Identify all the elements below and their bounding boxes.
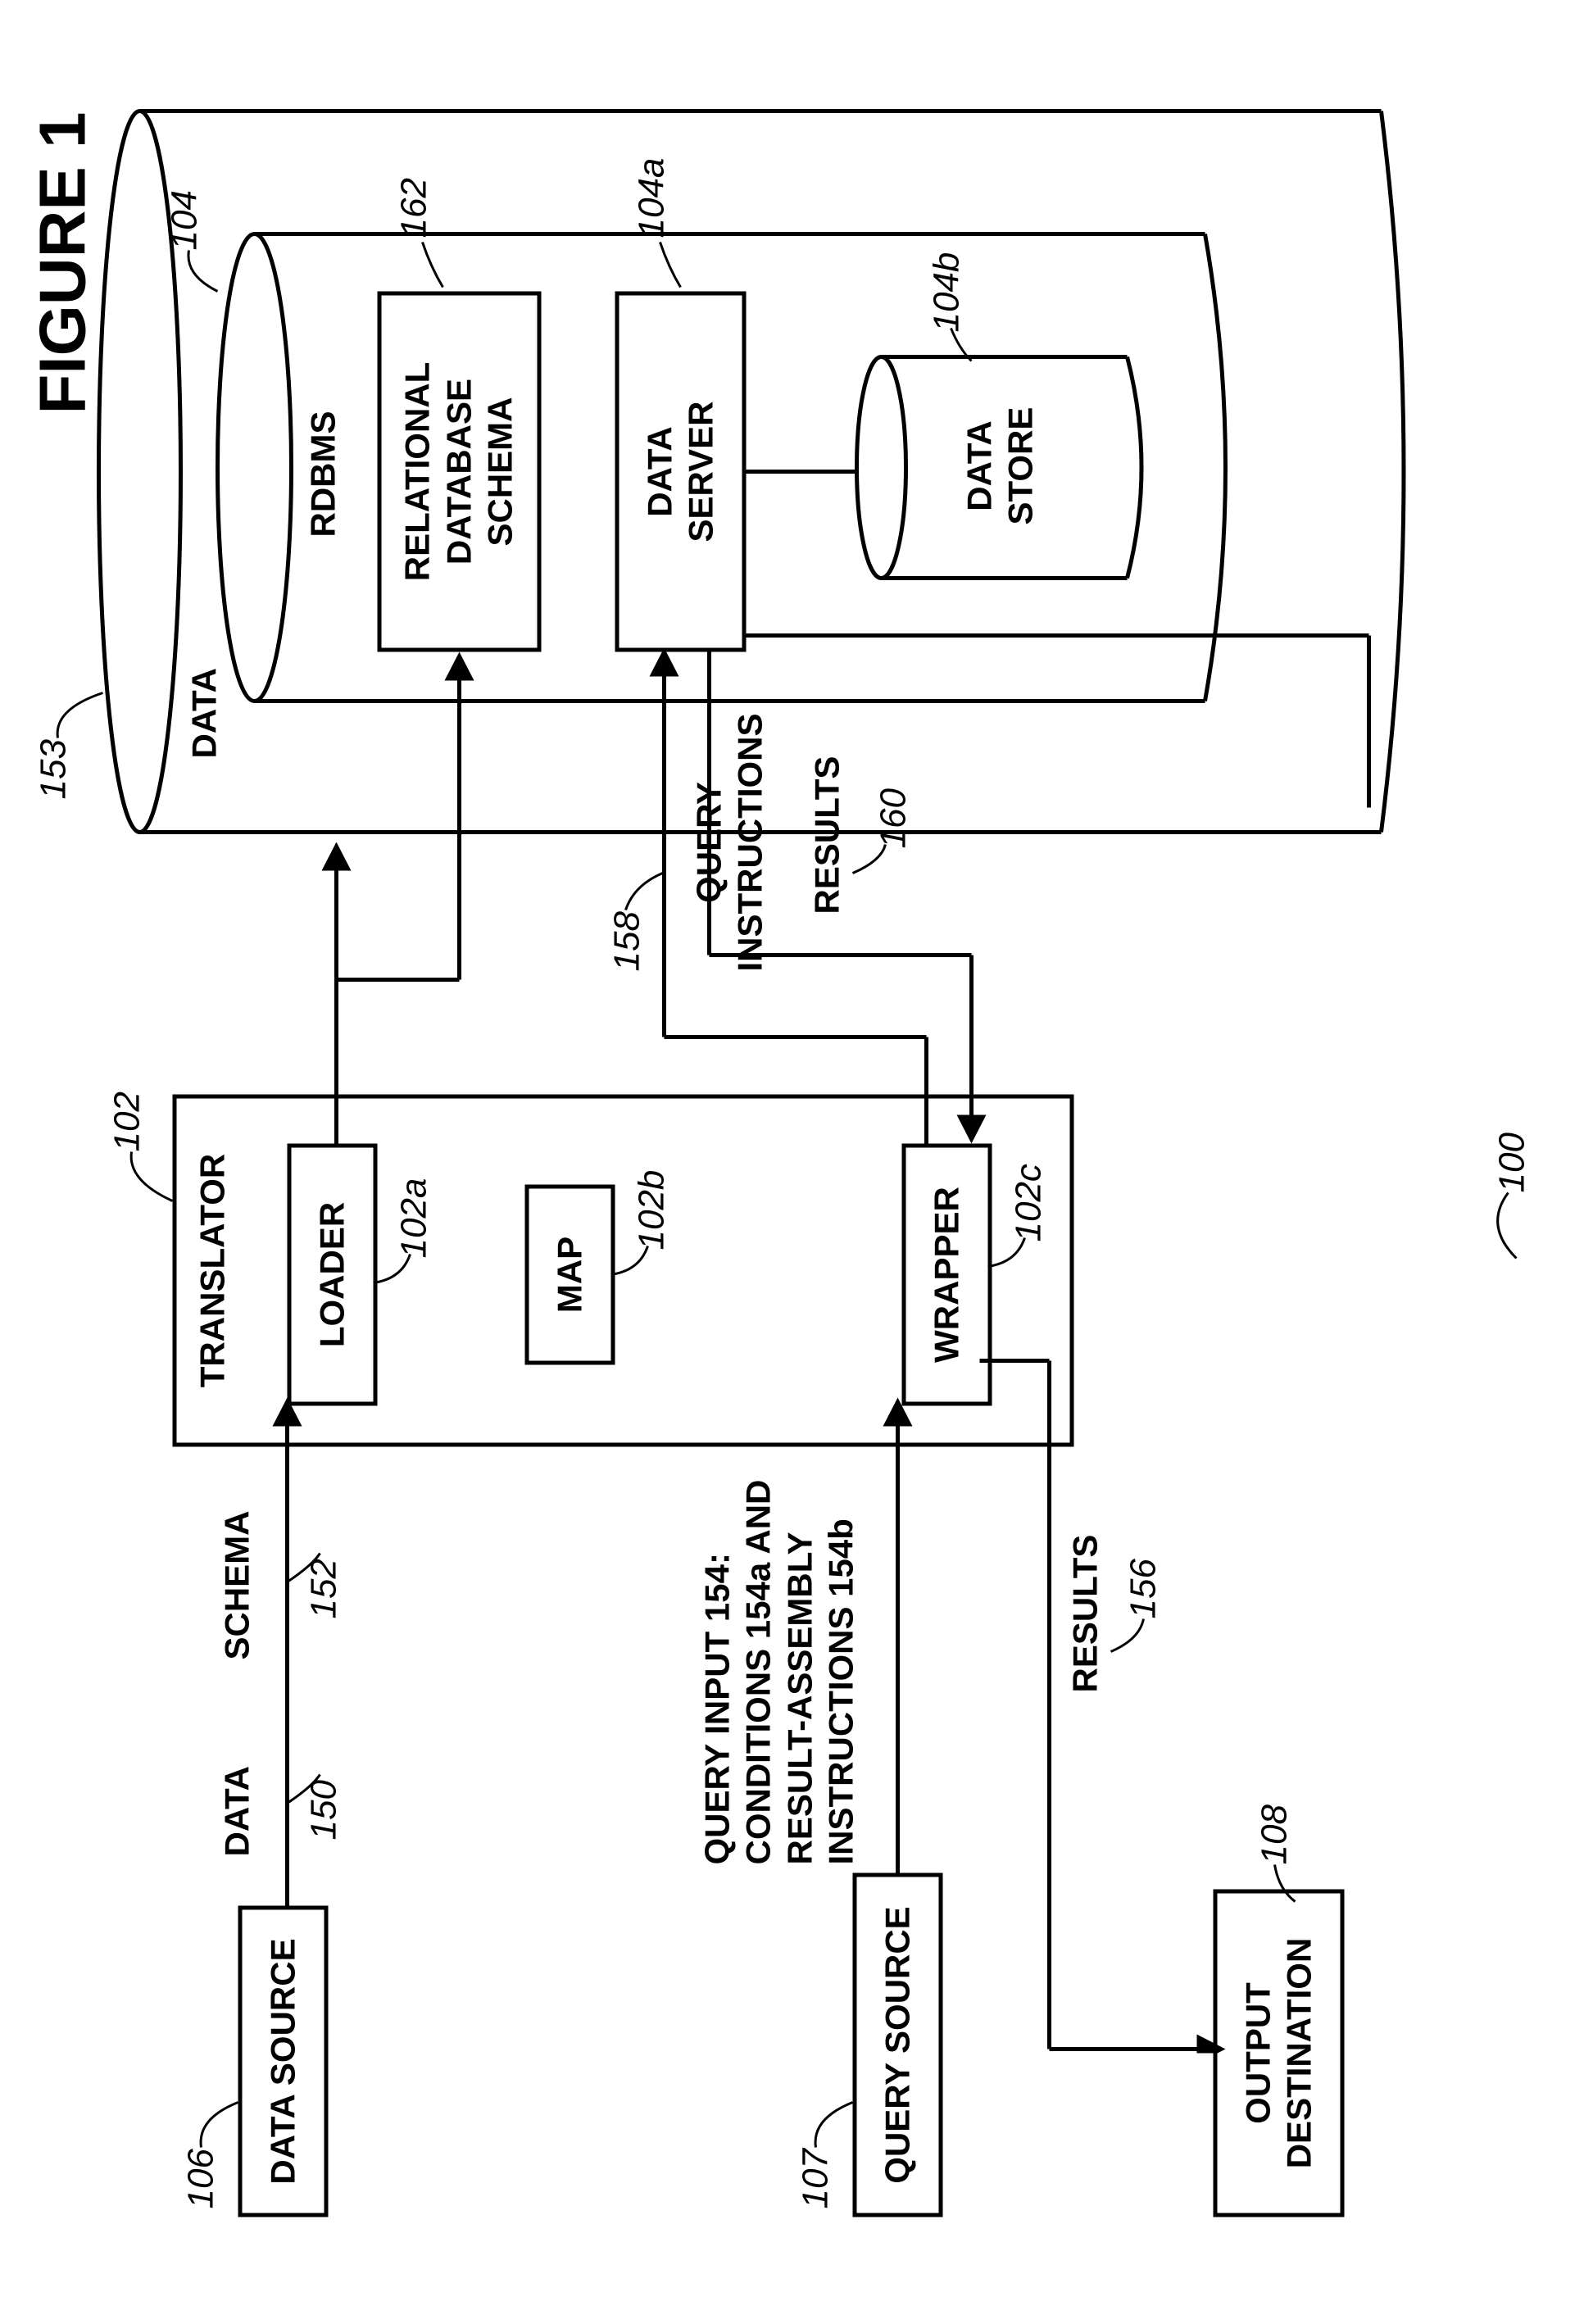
wrapper-label: WRAPPER (928, 1187, 967, 1363)
data-server-ref-curve (656, 234, 689, 292)
query-source-box: QUERY SOURCE (853, 1873, 943, 2217)
query-input-label: QUERY INPUT 154: CONDITIONS 154a AND RES… (697, 1480, 863, 1865)
query-source-ref-curve (808, 2086, 857, 2152)
outer-container-ref: 153 (34, 739, 75, 799)
relational-schema-ref-curve (419, 234, 452, 292)
data-server-box: DATA SERVER (615, 292, 747, 652)
rdbms-ref: 104 (165, 190, 206, 250)
data-source-ref-curve (193, 2086, 243, 2152)
data-edge-label: DATA (218, 1766, 257, 1856)
loader-ref-curve (370, 1246, 415, 1287)
map-box: MAP (525, 1185, 615, 1365)
loader-data-label: DATA (185, 668, 225, 758)
output-destination-ref: 108 (1255, 1804, 1296, 1864)
diagram-ref: 100 (1492, 1132, 1533, 1192)
results-out-ref: 156 (1123, 1559, 1164, 1618)
map-label: MAP (551, 1237, 590, 1313)
data-source-box: DATA SOURCE (238, 1906, 329, 2217)
map-ref-curve (607, 1238, 652, 1279)
results-out-ref-curve (1107, 1611, 1148, 1656)
query-source-ref: 107 (796, 2149, 837, 2208)
server-horiz-line (1361, 628, 1377, 808)
loader-box: LOADER (288, 1144, 378, 1406)
data-source-label: DATA SOURCE (264, 1938, 303, 2184)
query-instr-ref: 158 (607, 911, 648, 971)
translator-label: TRANSLATOR (193, 1154, 233, 1387)
figure-title: FIGURE 1 (25, 112, 101, 415)
results-db-label: RESULTS (808, 756, 847, 915)
server-to-store-line (747, 464, 857, 480)
results-db-ref-curve (849, 837, 890, 878)
query-source-label: QUERY SOURCE (878, 1906, 918, 2183)
schema-edge-label: SCHEMA (218, 1510, 257, 1659)
results-db-arrow (706, 644, 1001, 1144)
query-input-arrow (874, 1398, 923, 1873)
data-store-ref-curve (947, 325, 980, 365)
server-down-line (747, 628, 1369, 644)
loader-to-db-arrow (312, 652, 476, 1144)
data-edge-ref-curve (284, 1767, 325, 1808)
rdbms-ref-curve (181, 243, 226, 300)
diagram-ref-curve (1476, 1185, 1525, 1267)
results-out-arrow (976, 1357, 1230, 2054)
output-destination-label: OUTPUT DESTINATION (1237, 1938, 1320, 2169)
schema-edge-ref-curve (284, 1546, 325, 1586)
outer-container-ref-curve (50, 677, 111, 742)
relational-schema-label: RELATIONAL DATABASE SCHEMA (397, 362, 521, 582)
data-source-ref: 106 (181, 2149, 222, 2208)
translator-ref: 102 (107, 1092, 148, 1151)
rdbms-label: RDBMS (304, 411, 343, 538)
data-store-label: DATA STORE (960, 407, 1042, 525)
results-out-label: RESULTS (1066, 1535, 1105, 1693)
translator-ref-curve (124, 1144, 177, 1210)
output-destination-ref-curve (1271, 1857, 1304, 1906)
relational-schema-ref: 162 (394, 178, 435, 238)
relational-schema-box: RELATIONAL DATABASE SCHEMA (378, 292, 542, 652)
query-instr-ref-curve (622, 865, 667, 915)
output-destination-box: OUTPUT DESTINATION (1214, 1890, 1345, 2217)
wrapper-ref-curve (984, 1230, 1029, 1271)
data-server-label: DATA SERVER (639, 402, 722, 542)
loader-label: LOADER (313, 1202, 352, 1347)
data-server-ref: 104a (632, 158, 673, 238)
data-store-ref: 104b (927, 252, 968, 333)
